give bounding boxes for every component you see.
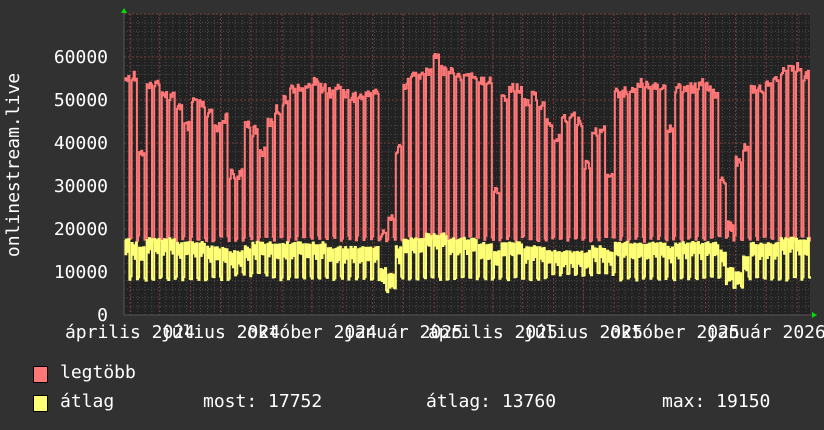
x-tick-label: április 2025 [428,322,558,343]
y-tick-label: 20000 [54,219,108,240]
x-tick-label: január 2026 [707,322,824,343]
legend-average-value: átlag: 13760 [426,391,557,412]
x-tick-label: július 2024 [161,322,280,343]
y-tick-label: 60000 [54,47,108,68]
legend-current-value: most: 17752 [203,391,323,412]
y-tick-label: 0 [97,305,108,326]
series-line-atlag [124,232,811,294]
legend-swatch-atlag [33,395,48,412]
x-axis-arrow-icon [812,312,817,318]
legend-label-legtobb: legtöbb [60,362,136,383]
x-tick-label: október 2024 [247,322,377,343]
legend-label-atlag: átlag [60,391,115,412]
x-tick-label: április 2024 [65,322,195,343]
y-tick-label: 50000 [54,90,108,111]
y-axis-arrow-icon [121,8,127,13]
legend-max-value: max: 19150 [662,391,771,412]
series-line-legtobb [124,53,811,243]
x-tick-label: október 2025 [610,322,740,343]
y-tick-label: 40000 [54,133,108,154]
legend-swatch-legtobb [33,366,48,383]
x-tick-label: július 2025 [524,322,643,343]
x-tick-label: január 2025 [344,322,463,343]
y-tick-label: 10000 [54,262,108,283]
y-axis-title: onlinestream.live [3,73,24,257]
y-tick-label: 30000 [54,176,108,197]
